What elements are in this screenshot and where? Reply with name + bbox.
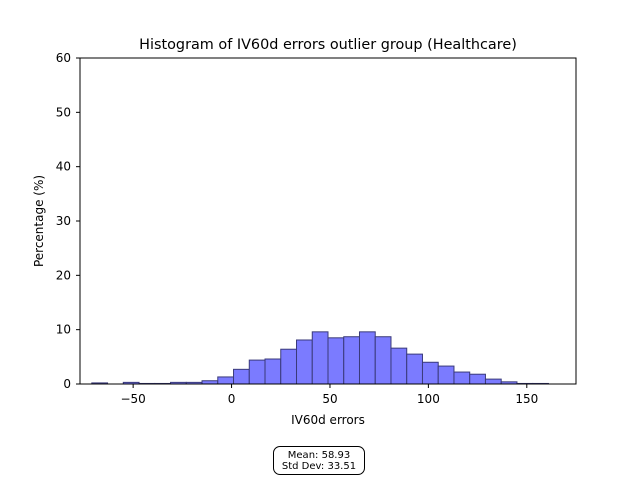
histogram-bar-10 — [248, 359, 266, 385]
x-axis-label: IV60d errors — [291, 413, 365, 427]
histogram-bar-25 — [484, 378, 502, 385]
histogram-bar-13 — [296, 339, 313, 385]
y-tick-label: 60 — [56, 51, 71, 65]
histogram-bar-9 — [233, 368, 250, 385]
y-tick-label: 10 — [56, 323, 71, 337]
bars-layer — [91, 331, 549, 385]
histogram-bar-15 — [327, 337, 345, 385]
x-tick-label: 100 — [417, 392, 440, 406]
y-tick-label: 0 — [63, 377, 71, 391]
std-dev-stat: Std Dev: 33.51 — [281, 461, 357, 472]
y-tick-label: 50 — [56, 105, 71, 119]
x-tick-label: 0 — [228, 392, 236, 406]
x-axis-ticks: −50 0 50 100 150 — [120, 384, 538, 406]
histogram-bar-14 — [311, 331, 329, 385]
histogram-bar-21 — [421, 361, 439, 385]
y-axis-label: Percentage (%) — [32, 175, 46, 267]
y-tick-label: 20 — [56, 268, 71, 282]
mean-stat: Mean: 58.93 — [287, 450, 351, 461]
histogram-bar-20 — [406, 353, 423, 385]
histogram-bar-18 — [374, 336, 392, 385]
y-axis-ticks: 0 10 20 30 40 50 60 — [56, 51, 80, 391]
histogram-bar-24 — [469, 373, 486, 385]
histogram-bar-23 — [453, 371, 471, 385]
stats-box: Mean: 58.93 Std Dev: 33.51 — [273, 446, 365, 475]
histogram-bar-11 — [264, 358, 282, 385]
x-tick-label: 150 — [515, 392, 538, 406]
x-tick-label: −50 — [120, 392, 145, 406]
chart-title: Histogram of IV60d errors outlier group … — [139, 37, 517, 53]
histogram-bar-8 — [217, 376, 235, 385]
plot-area-frame — [79, 57, 577, 385]
histogram-bar-17 — [358, 331, 376, 385]
histogram-bar-19 — [390, 347, 408, 385]
histogram-bar-22 — [437, 365, 455, 385]
y-tick-label: 40 — [56, 160, 71, 174]
histogram-bar-16 — [343, 336, 360, 385]
y-tick-label: 30 — [56, 214, 71, 228]
x-tick-label: 50 — [322, 392, 337, 406]
histogram-bar-12 — [280, 348, 298, 385]
